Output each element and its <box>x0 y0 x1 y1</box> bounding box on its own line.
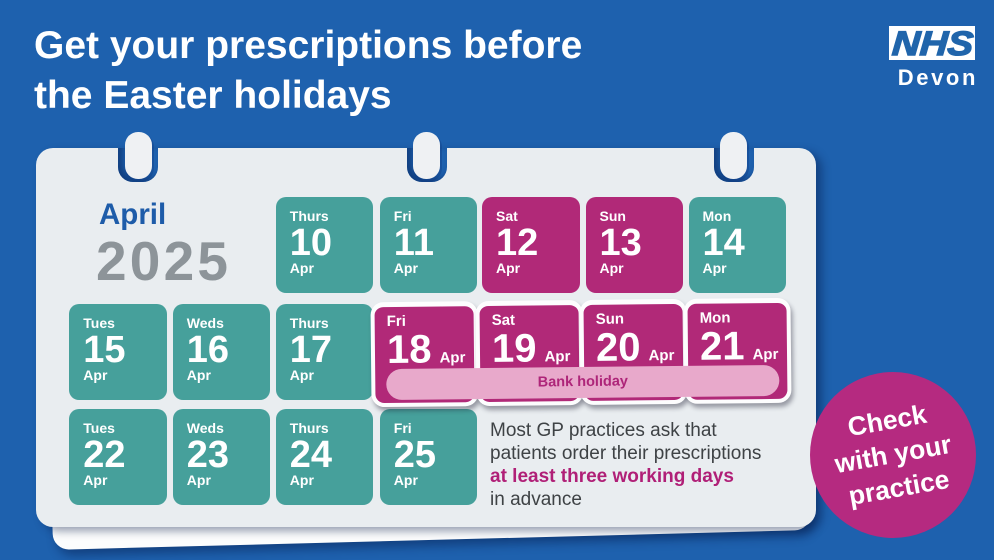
svg-text:NHS: NHS <box>891 26 975 60</box>
